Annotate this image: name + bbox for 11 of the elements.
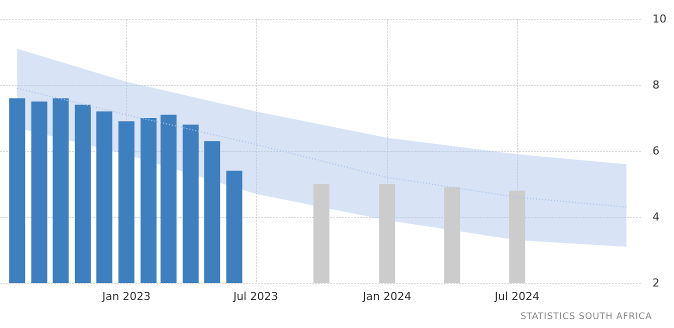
- y-tick-label: 8: [652, 78, 660, 92]
- y-tick-label: 4: [652, 210, 660, 224]
- y-tick-label: 10: [652, 12, 666, 26]
- x-tick-label: Jan 2023: [101, 290, 151, 303]
- y-tick-label: 6: [652, 144, 660, 158]
- x-tick-label: Jul 2024: [494, 290, 540, 303]
- line-series: [16, 88, 628, 208]
- text: STATISTICS SOUTH AFRICA: [520, 312, 652, 322]
- x-tick-label: Jul 2023: [232, 290, 278, 303]
- y-tick-label: 2: [652, 276, 660, 290]
- x-tick-label: Jan 2024: [362, 290, 412, 303]
